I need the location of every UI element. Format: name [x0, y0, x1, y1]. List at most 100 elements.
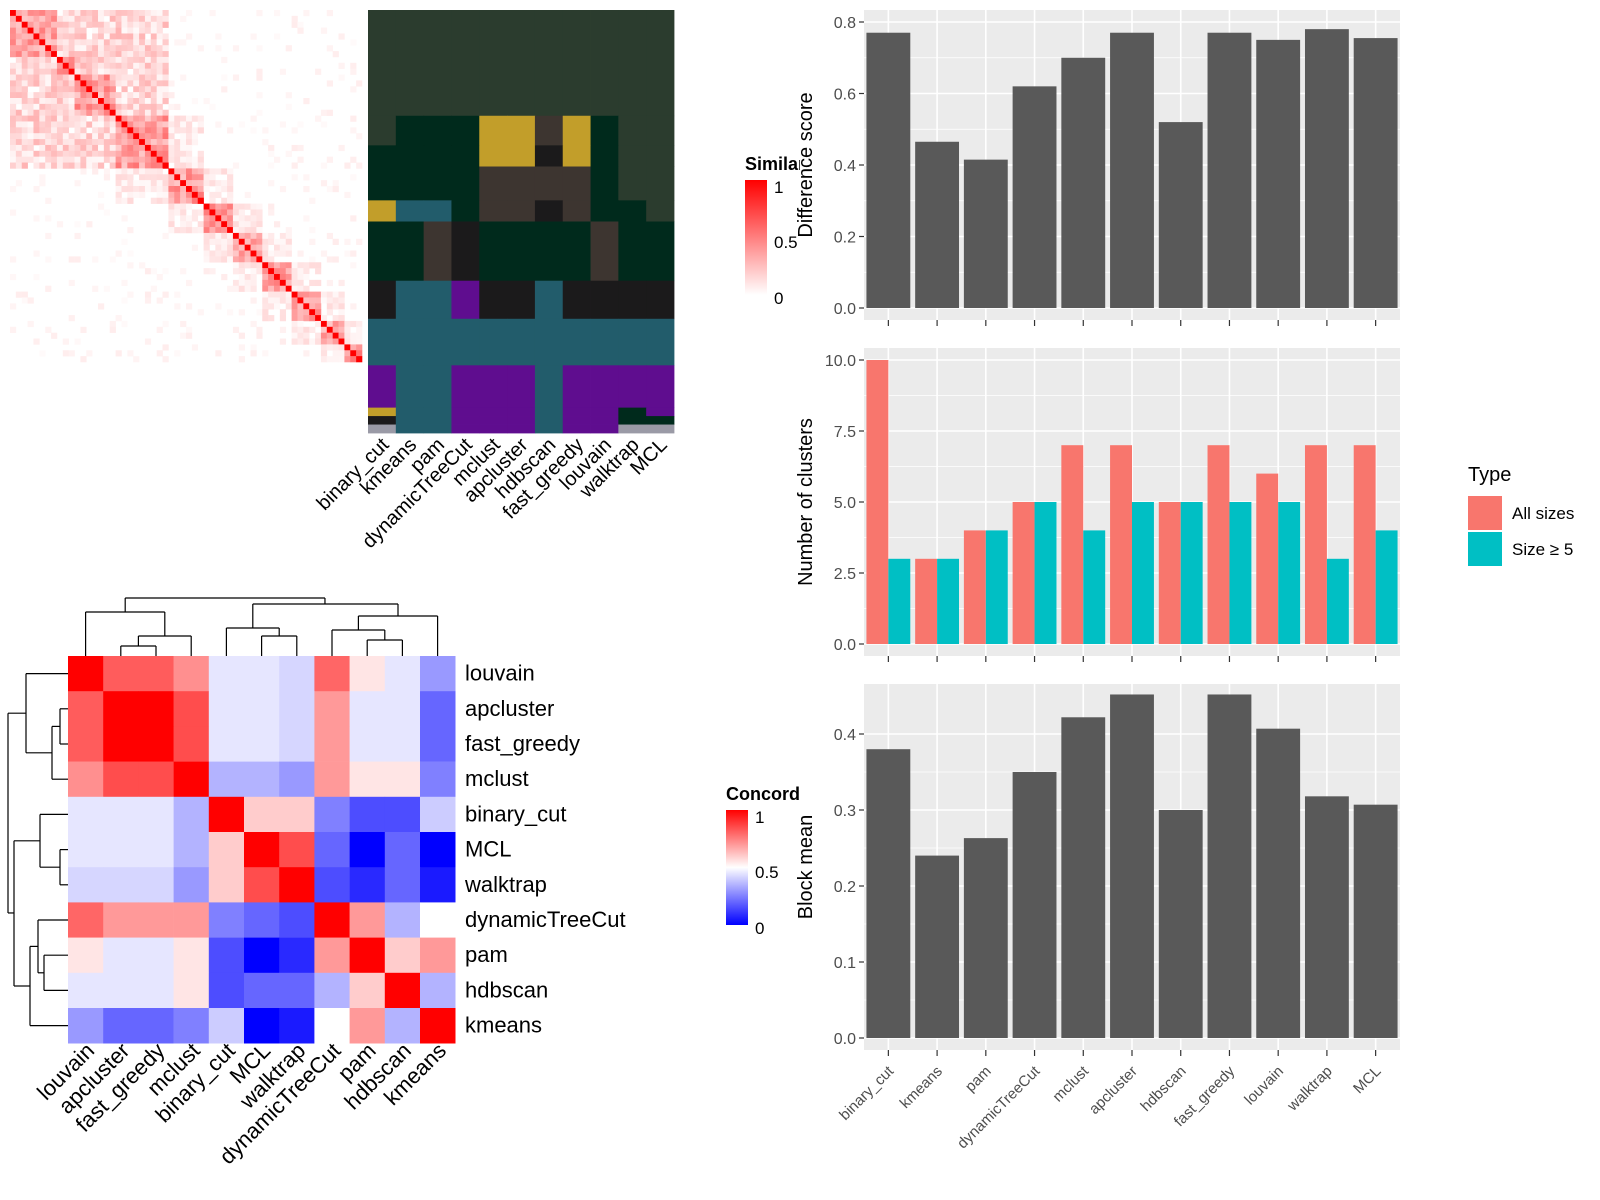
similarity-cell — [250, 262, 257, 269]
similarity-cell — [162, 86, 169, 93]
similarity-cell — [338, 315, 345, 322]
similarity-cell — [68, 279, 75, 287]
similarity-cell — [250, 244, 257, 251]
similarity-cell — [150, 98, 157, 105]
similarity-cell — [45, 27, 52, 34]
assignment-cell — [395, 280, 425, 320]
assignment-cell — [590, 365, 619, 409]
similarity-cell — [274, 10, 281, 17]
similarity-cell — [109, 68, 116, 75]
similarity-cell — [98, 68, 105, 75]
similarity-cell — [62, 98, 69, 105]
similarity-cell — [10, 62, 17, 69]
similarity-cell — [180, 156, 187, 163]
bar — [1207, 694, 1252, 1038]
similarity-cell — [320, 350, 328, 357]
similarity-cell — [45, 68, 52, 75]
similarity-cell — [45, 121, 52, 128]
assignment-cell — [562, 221, 591, 282]
similarity-cell — [121, 174, 128, 181]
similarity-cell — [10, 21, 17, 28]
assignment-cell — [395, 424, 425, 434]
similarity-cell — [227, 174, 234, 181]
assignment-cell — [590, 115, 619, 146]
bar — [963, 838, 1008, 1038]
similarity-cell — [56, 39, 64, 46]
similarity-cell — [127, 350, 134, 357]
similarity-cell — [62, 68, 69, 75]
similarity-cell — [56, 51, 64, 58]
similarity-cell — [209, 180, 216, 187]
similarity-cell — [45, 15, 52, 23]
similarity-cell — [268, 209, 275, 216]
similarity-cell — [150, 121, 157, 128]
row-dendrogram — [7, 672, 68, 1027]
similarity-cell — [139, 68, 146, 75]
similarity-cell — [344, 332, 351, 339]
similarity-cell — [127, 109, 134, 116]
similarity-cell — [285, 279, 292, 287]
concordance-cell — [138, 937, 174, 974]
similarity-cell — [92, 80, 99, 87]
similarity-cell — [121, 127, 128, 134]
similarity-cell — [291, 326, 298, 333]
similarity-cell — [350, 332, 357, 339]
similarity-cell — [92, 15, 99, 23]
similarity-cell — [244, 244, 251, 251]
similarity-cell — [268, 162, 275, 169]
similarity-cell — [21, 45, 28, 52]
similarity-cell — [279, 238, 287, 245]
similarity-legend-tick-0: 0 — [774, 289, 783, 308]
similarity-cell — [98, 144, 105, 152]
column-dendrogram — [84, 597, 439, 656]
assignment-cell — [534, 221, 564, 282]
concordance-cell — [384, 796, 421, 833]
similarity-cell — [51, 332, 58, 339]
similarity-cell — [156, 21, 163, 28]
similarity-cell — [315, 279, 322, 287]
x-tick-label: binary_cut — [836, 1062, 898, 1124]
similarity-cell — [10, 80, 17, 87]
similarity-cell — [80, 68, 87, 75]
similarity-cell — [62, 139, 69, 146]
assignment-cell — [618, 318, 647, 366]
similarity-cell — [10, 27, 17, 34]
similarity-cell — [203, 186, 210, 193]
similarity-cell — [238, 332, 245, 339]
similarity-cell — [92, 103, 99, 111]
similarity-cell — [291, 162, 298, 169]
similarity-cell — [27, 27, 34, 34]
similarity-cell — [268, 180, 275, 187]
similarity-cell — [121, 74, 128, 81]
x-tick-label: mclust — [1049, 1062, 1092, 1105]
bar — [963, 159, 1008, 308]
similarity-cell — [356, 133, 363, 140]
similarity-cell — [168, 186, 175, 193]
assignment-cell — [423, 407, 452, 417]
similarity-cell — [274, 156, 281, 163]
similarity-cell — [244, 256, 251, 263]
similarity-cell — [51, 39, 58, 46]
similarity-cell — [39, 139, 46, 146]
similarity-cell — [62, 86, 69, 93]
similarity-cell — [45, 133, 52, 140]
similarity-cell — [144, 62, 152, 69]
similarity-cell — [103, 285, 111, 292]
concordance-cell — [173, 867, 210, 903]
assignment-cell — [507, 200, 536, 222]
similarity-cell — [174, 203, 181, 210]
similarity-cell — [297, 274, 304, 281]
bar — [888, 558, 911, 644]
similarity-cell — [186, 180, 193, 187]
similarity-cell — [150, 39, 157, 46]
similarity-cell — [33, 115, 40, 122]
similarity-cell — [51, 56, 58, 64]
concordance-row-label: hdbscan — [465, 977, 548, 1002]
assignment-cell — [590, 318, 619, 366]
similarity-cell — [180, 227, 187, 234]
similarity-cell — [244, 221, 251, 228]
assignment-cell — [618, 200, 647, 222]
similarity-cell — [62, 103, 69, 111]
